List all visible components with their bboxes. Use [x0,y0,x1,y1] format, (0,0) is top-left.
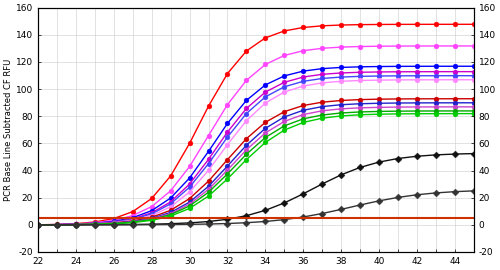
Y-axis label: PCR Base Line Subtracted CF RFU: PCR Base Line Subtracted CF RFU [4,59,13,201]
